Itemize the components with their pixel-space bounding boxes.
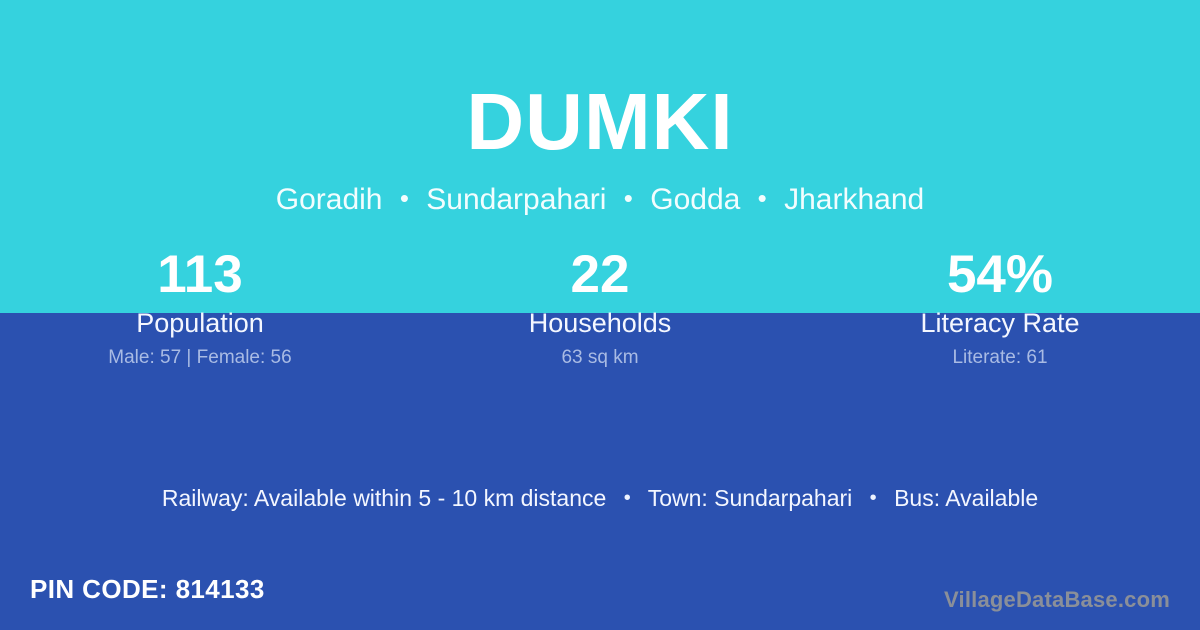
breadcrumb-item-panchayat: Goradih	[275, 183, 383, 216]
stat-value: 113	[157, 245, 243, 304]
stat-value: 22	[570, 245, 630, 304]
stat-subtext: Literate: 61	[952, 347, 1048, 369]
breadcrumb-item-state: Jharkhand	[784, 183, 925, 216]
breadcrumb: Goradih • Sundarpahari • Godda • Jharkha…	[0, 183, 1200, 216]
breadcrumb-separator: •	[399, 183, 409, 213]
breadcrumb-separator: •	[757, 183, 767, 213]
infrastructure-separator: •	[869, 487, 877, 509]
breadcrumb-item-district: Godda	[650, 183, 741, 216]
stat-subtext: Male: 57 | Female: 56	[108, 347, 292, 369]
stat-population: 113 Population Male: 57 | Female: 56	[0, 245, 400, 369]
infrastructure-item-town: Town: Sundarpahari	[647, 485, 853, 511]
page-title: DUMKI	[466, 77, 734, 166]
infrastructure-separator: •	[623, 487, 631, 509]
stat-value: 54%	[946, 245, 1054, 304]
infrastructure-line: Railway: Available within 5 - 10 km dist…	[0, 485, 1200, 511]
stat-subtext: 63 sq km	[561, 347, 639, 369]
stat-label: Literacy Rate	[920, 307, 1080, 338]
stat-literacy-rate: 54% Literacy Rate Literate: 61	[800, 245, 1200, 369]
breadcrumb-separator: •	[623, 183, 633, 213]
stats-row: 113 Population Male: 57 | Female: 56 22 …	[0, 245, 1200, 369]
stat-label: Households	[528, 307, 672, 338]
stat-households: 22 Households 63 sq km	[400, 245, 800, 369]
stat-label: Population	[136, 307, 264, 338]
pin-code: PIN CODE: 814133	[30, 574, 265, 604]
infrastructure-item-railway: Railway: Available within 5 - 10 km dist…	[161, 485, 607, 511]
hero-background-band	[0, 0, 1200, 313]
site-brand: VillageDataBase.com	[944, 587, 1170, 612]
infrastructure-item-bus: Bus: Available	[894, 485, 1039, 511]
breadcrumb-item-block: Sundarpahari	[426, 183, 607, 216]
